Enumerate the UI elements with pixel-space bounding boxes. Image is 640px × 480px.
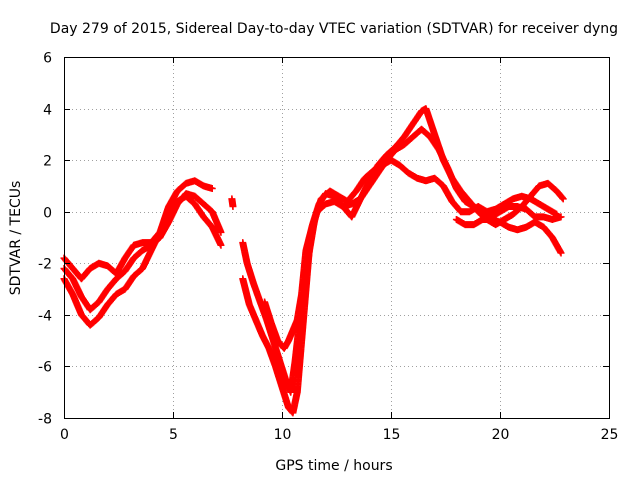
x-tick-label: 10 — [274, 427, 292, 443]
series-8 — [452, 215, 565, 257]
x-tick-label: 25 — [601, 427, 619, 443]
ticks: 0 5 10 15 20 25 -8 -6 -4 -2 0 2 4 6 — [38, 51, 618, 444]
data-point — [557, 213, 565, 221]
y-axis-label: SDTVAR / TECUs — [8, 181, 24, 296]
data-point — [559, 195, 567, 203]
data-point — [229, 203, 237, 211]
y-tick-label: -6 — [38, 360, 52, 376]
data-point — [217, 228, 225, 236]
x-axis-label: GPS time / hours — [275, 458, 392, 474]
plot-frame — [64, 57, 610, 419]
series-7 — [261, 105, 567, 352]
data-point — [557, 249, 565, 257]
x-tick-label: 15 — [383, 427, 401, 443]
y-tick-label: 4 — [43, 103, 52, 119]
series-3 — [60, 192, 225, 283]
y-tick-label: 2 — [43, 154, 52, 170]
series-5 — [239, 156, 561, 396]
y-tick-label: -2 — [38, 257, 52, 273]
data-point — [217, 241, 225, 249]
series-4 — [228, 195, 237, 211]
grid — [64, 57, 609, 418]
y-tick-label: 0 — [43, 206, 52, 222]
chart-title: Day 279 of 2015, Sidereal Day-to-day VTE… — [50, 21, 618, 37]
y-tick-label: -8 — [38, 412, 52, 428]
x-tick-label: 5 — [169, 427, 178, 443]
x-tick-label: 20 — [492, 427, 510, 443]
y-tick-label: 6 — [43, 51, 52, 67]
data-layer — [60, 105, 567, 417]
y-tick-label: -4 — [38, 309, 52, 325]
x-tick-label: 0 — [60, 427, 69, 443]
data-point — [208, 185, 216, 193]
